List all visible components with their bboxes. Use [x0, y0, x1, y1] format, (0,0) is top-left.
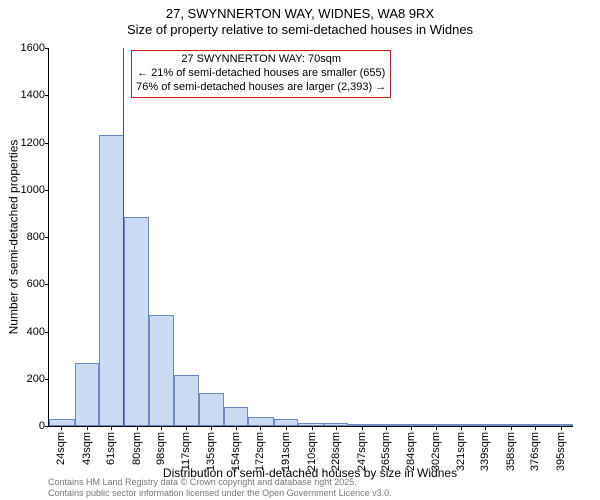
histogram-bar — [99, 135, 125, 426]
x-tick-mark — [186, 426, 187, 430]
plot-outer: 0200400600800100012001400160024sqm43sqm6… — [48, 48, 572, 426]
y-tick-mark — [45, 379, 49, 380]
y-tick-label: 400 — [9, 326, 45, 338]
x-tick-mark — [535, 426, 536, 430]
annotation-line: ← 21% of semi-detached houses are smalle… — [136, 67, 386, 81]
x-tick-mark — [461, 426, 462, 430]
y-tick-mark — [45, 143, 49, 144]
plot-area: 0200400600800100012001400160024sqm43sqm6… — [48, 48, 573, 427]
y-tick-label: 1000 — [9, 184, 45, 196]
histogram-bar — [274, 419, 298, 426]
x-tick-mark — [386, 426, 387, 430]
y-tick-mark — [45, 284, 49, 285]
histogram-bar — [224, 407, 248, 426]
y-tick-label: 800 — [9, 231, 45, 243]
x-tick-mark — [137, 426, 138, 430]
x-tick-mark — [236, 426, 237, 430]
y-tick-label: 1400 — [9, 89, 45, 101]
annotation-box: 27 SWYNNERTON WAY: 70sqm← 21% of semi-de… — [131, 50, 391, 97]
y-tick-mark — [45, 426, 49, 427]
x-tick-mark — [211, 426, 212, 430]
y-tick-label: 0 — [9, 420, 45, 432]
chart-titles: 27, SWYNNERTON WAY, WIDNES, WA8 9RX Size… — [0, 0, 600, 41]
x-tick-mark — [61, 426, 62, 430]
x-tick-mark — [87, 426, 88, 430]
histogram-bar — [248, 417, 274, 426]
title-line-1: 27, SWYNNERTON WAY, WIDNES, WA8 9RX — [0, 6, 600, 22]
x-tick-label: 43sqm — [81, 432, 93, 465]
x-tick-mark — [511, 426, 512, 430]
x-tick-mark — [485, 426, 486, 430]
x-tick-mark — [260, 426, 261, 430]
x-tick-mark — [436, 426, 437, 430]
y-tick-mark — [45, 48, 49, 49]
y-tick-label: 600 — [9, 278, 45, 290]
y-tick-mark — [45, 332, 49, 333]
y-tick-mark — [45, 237, 49, 238]
annotation-line: 76% of semi-detached houses are larger (… — [136, 81, 386, 95]
histogram-bar — [49, 419, 75, 426]
x-tick-mark — [161, 426, 162, 430]
footer-line-2: Contains public sector information licen… — [48, 488, 392, 498]
y-tick-label: 1600 — [9, 42, 45, 54]
footer-line-1: Contains HM Land Registry data © Crown c… — [48, 477, 392, 487]
x-tick-mark — [411, 426, 412, 430]
marker-line — [123, 48, 124, 426]
title-line-2: Size of property relative to semi-detach… — [0, 22, 600, 38]
x-tick-mark — [362, 426, 363, 430]
annotation-line: 27 SWYNNERTON WAY: 70sqm — [136, 53, 386, 67]
histogram-bar — [75, 363, 99, 426]
histogram-bar — [149, 315, 175, 426]
histogram-bar — [124, 217, 148, 426]
x-tick-label: 24sqm — [55, 432, 67, 465]
x-tick-label: 80sqm — [131, 432, 143, 465]
y-tick-mark — [45, 190, 49, 191]
x-tick-mark — [286, 426, 287, 430]
histogram-bar — [174, 375, 198, 426]
x-tick-label: 117sqm — [180, 432, 192, 470]
x-tick-mark — [312, 426, 313, 430]
x-tick-mark — [561, 426, 562, 430]
y-tick-label: 200 — [9, 373, 45, 385]
x-tick-mark — [111, 426, 112, 430]
x-tick-label: 98sqm — [155, 432, 167, 465]
footer-attribution: Contains HM Land Registry data © Crown c… — [48, 477, 392, 498]
x-tick-label: 61sqm — [105, 432, 117, 465]
x-tick-mark — [336, 426, 337, 430]
y-tick-mark — [45, 95, 49, 96]
histogram-bar — [199, 393, 225, 426]
chart-container: 27, SWYNNERTON WAY, WIDNES, WA8 9RX Size… — [0, 0, 600, 500]
y-tick-label: 1200 — [9, 137, 45, 149]
